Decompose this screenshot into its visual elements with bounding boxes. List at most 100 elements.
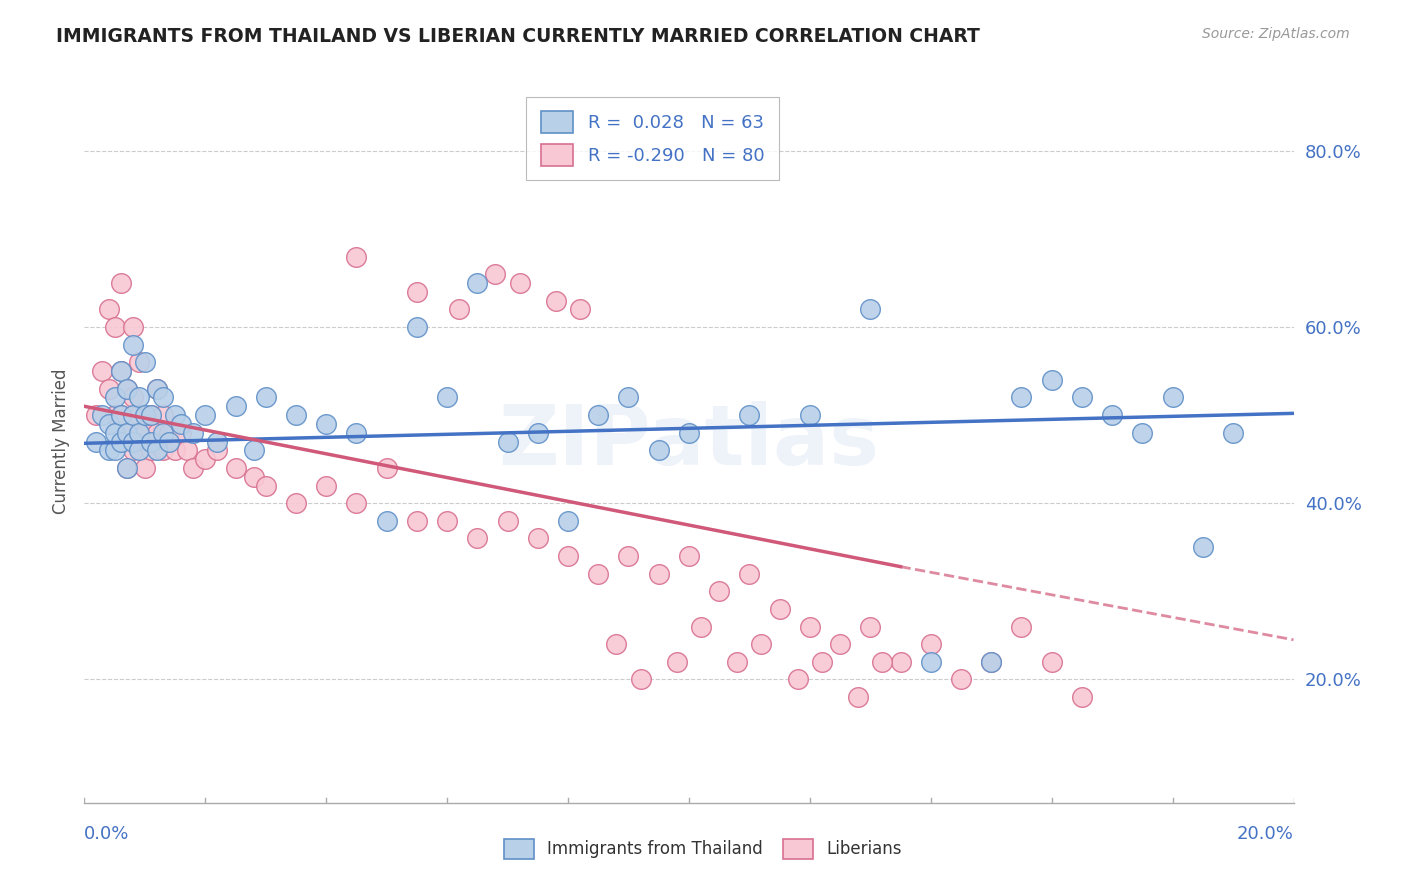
Legend: Immigrants from Thailand, Liberians: Immigrants from Thailand, Liberians: [498, 832, 908, 866]
Point: [181, 461, 204, 475]
Point: [406, 514, 429, 528]
Point: [1011, 619, 1033, 633]
Text: Source: ZipAtlas.com: Source: ZipAtlas.com: [1202, 27, 1350, 41]
Point: [134, 425, 156, 440]
Point: [97, 302, 120, 317]
Point: [165, 408, 187, 422]
Point: [121, 408, 143, 422]
Point: [678, 425, 700, 440]
Text: ZIPatlas: ZIPatlas: [499, 401, 879, 482]
Point: [605, 637, 627, 651]
Point: [170, 417, 193, 431]
Point: [527, 532, 550, 546]
Point: [86, 434, 108, 449]
Text: 20.0%: 20.0%: [1237, 825, 1294, 843]
Point: [121, 337, 143, 351]
Point: [617, 549, 640, 563]
Point: [527, 425, 550, 440]
Point: [139, 408, 162, 422]
Point: [134, 408, 156, 422]
Point: [980, 655, 1002, 669]
Y-axis label: Currently Married: Currently Married: [52, 368, 70, 515]
Point: [449, 302, 471, 317]
Point: [242, 443, 264, 458]
Point: [920, 655, 942, 669]
Point: [617, 391, 640, 405]
Point: [104, 443, 127, 458]
Point: [128, 425, 150, 440]
Point: [285, 408, 308, 422]
Point: [139, 408, 162, 422]
Point: [859, 302, 882, 317]
Point: [115, 382, 138, 396]
Point: [139, 434, 162, 449]
Point: [115, 425, 138, 440]
Point: [146, 425, 169, 440]
Point: [769, 602, 792, 616]
Point: [194, 452, 217, 467]
Point: [738, 408, 761, 422]
Point: [86, 408, 108, 422]
Point: [146, 382, 169, 396]
Point: [890, 655, 912, 669]
Point: [254, 391, 277, 405]
Point: [406, 285, 429, 299]
Point: [436, 514, 458, 528]
Point: [121, 391, 143, 405]
Point: [484, 267, 506, 281]
Point: [1040, 373, 1063, 387]
Point: [846, 690, 869, 704]
Point: [1071, 391, 1094, 405]
Point: [242, 470, 264, 484]
Point: [509, 276, 531, 290]
Point: [1040, 655, 1063, 669]
Point: [128, 408, 150, 422]
Point: [346, 425, 368, 440]
Point: [110, 434, 132, 449]
Point: [751, 637, 773, 651]
Point: [799, 408, 821, 422]
Point: [496, 434, 519, 449]
Point: [91, 364, 114, 378]
Point: [110, 408, 132, 422]
Point: [1071, 690, 1094, 704]
Point: [152, 408, 174, 422]
Point: [557, 514, 579, 528]
Point: [91, 408, 114, 422]
Point: [146, 443, 169, 458]
Point: [115, 382, 138, 396]
Point: [128, 355, 150, 369]
Point: [725, 655, 748, 669]
Point: [157, 425, 180, 440]
Point: [225, 461, 247, 475]
Point: [104, 425, 127, 440]
Point: [375, 461, 398, 475]
Point: [225, 399, 247, 413]
Point: [648, 443, 671, 458]
Point: [104, 320, 127, 334]
Point: [115, 461, 138, 475]
Point: [872, 655, 894, 669]
Point: [648, 566, 671, 581]
Point: [121, 434, 143, 449]
Point: [346, 250, 368, 264]
Point: [375, 514, 398, 528]
Text: 0.0%: 0.0%: [84, 825, 129, 843]
Point: [436, 391, 458, 405]
Point: [859, 619, 882, 633]
Point: [1192, 541, 1215, 555]
Point: [980, 655, 1002, 669]
Point: [97, 382, 120, 396]
Point: [811, 655, 834, 669]
Point: [176, 443, 198, 458]
Point: [104, 408, 127, 422]
Point: [104, 391, 127, 405]
Point: [588, 408, 610, 422]
Point: [285, 496, 308, 510]
Point: [139, 443, 162, 458]
Point: [950, 673, 973, 687]
Point: [544, 293, 567, 308]
Point: [315, 417, 337, 431]
Point: [557, 549, 579, 563]
Text: IMMIGRANTS FROM THAILAND VS LIBERIAN CURRENTLY MARRIED CORRELATION CHART: IMMIGRANTS FROM THAILAND VS LIBERIAN CUR…: [56, 27, 980, 45]
